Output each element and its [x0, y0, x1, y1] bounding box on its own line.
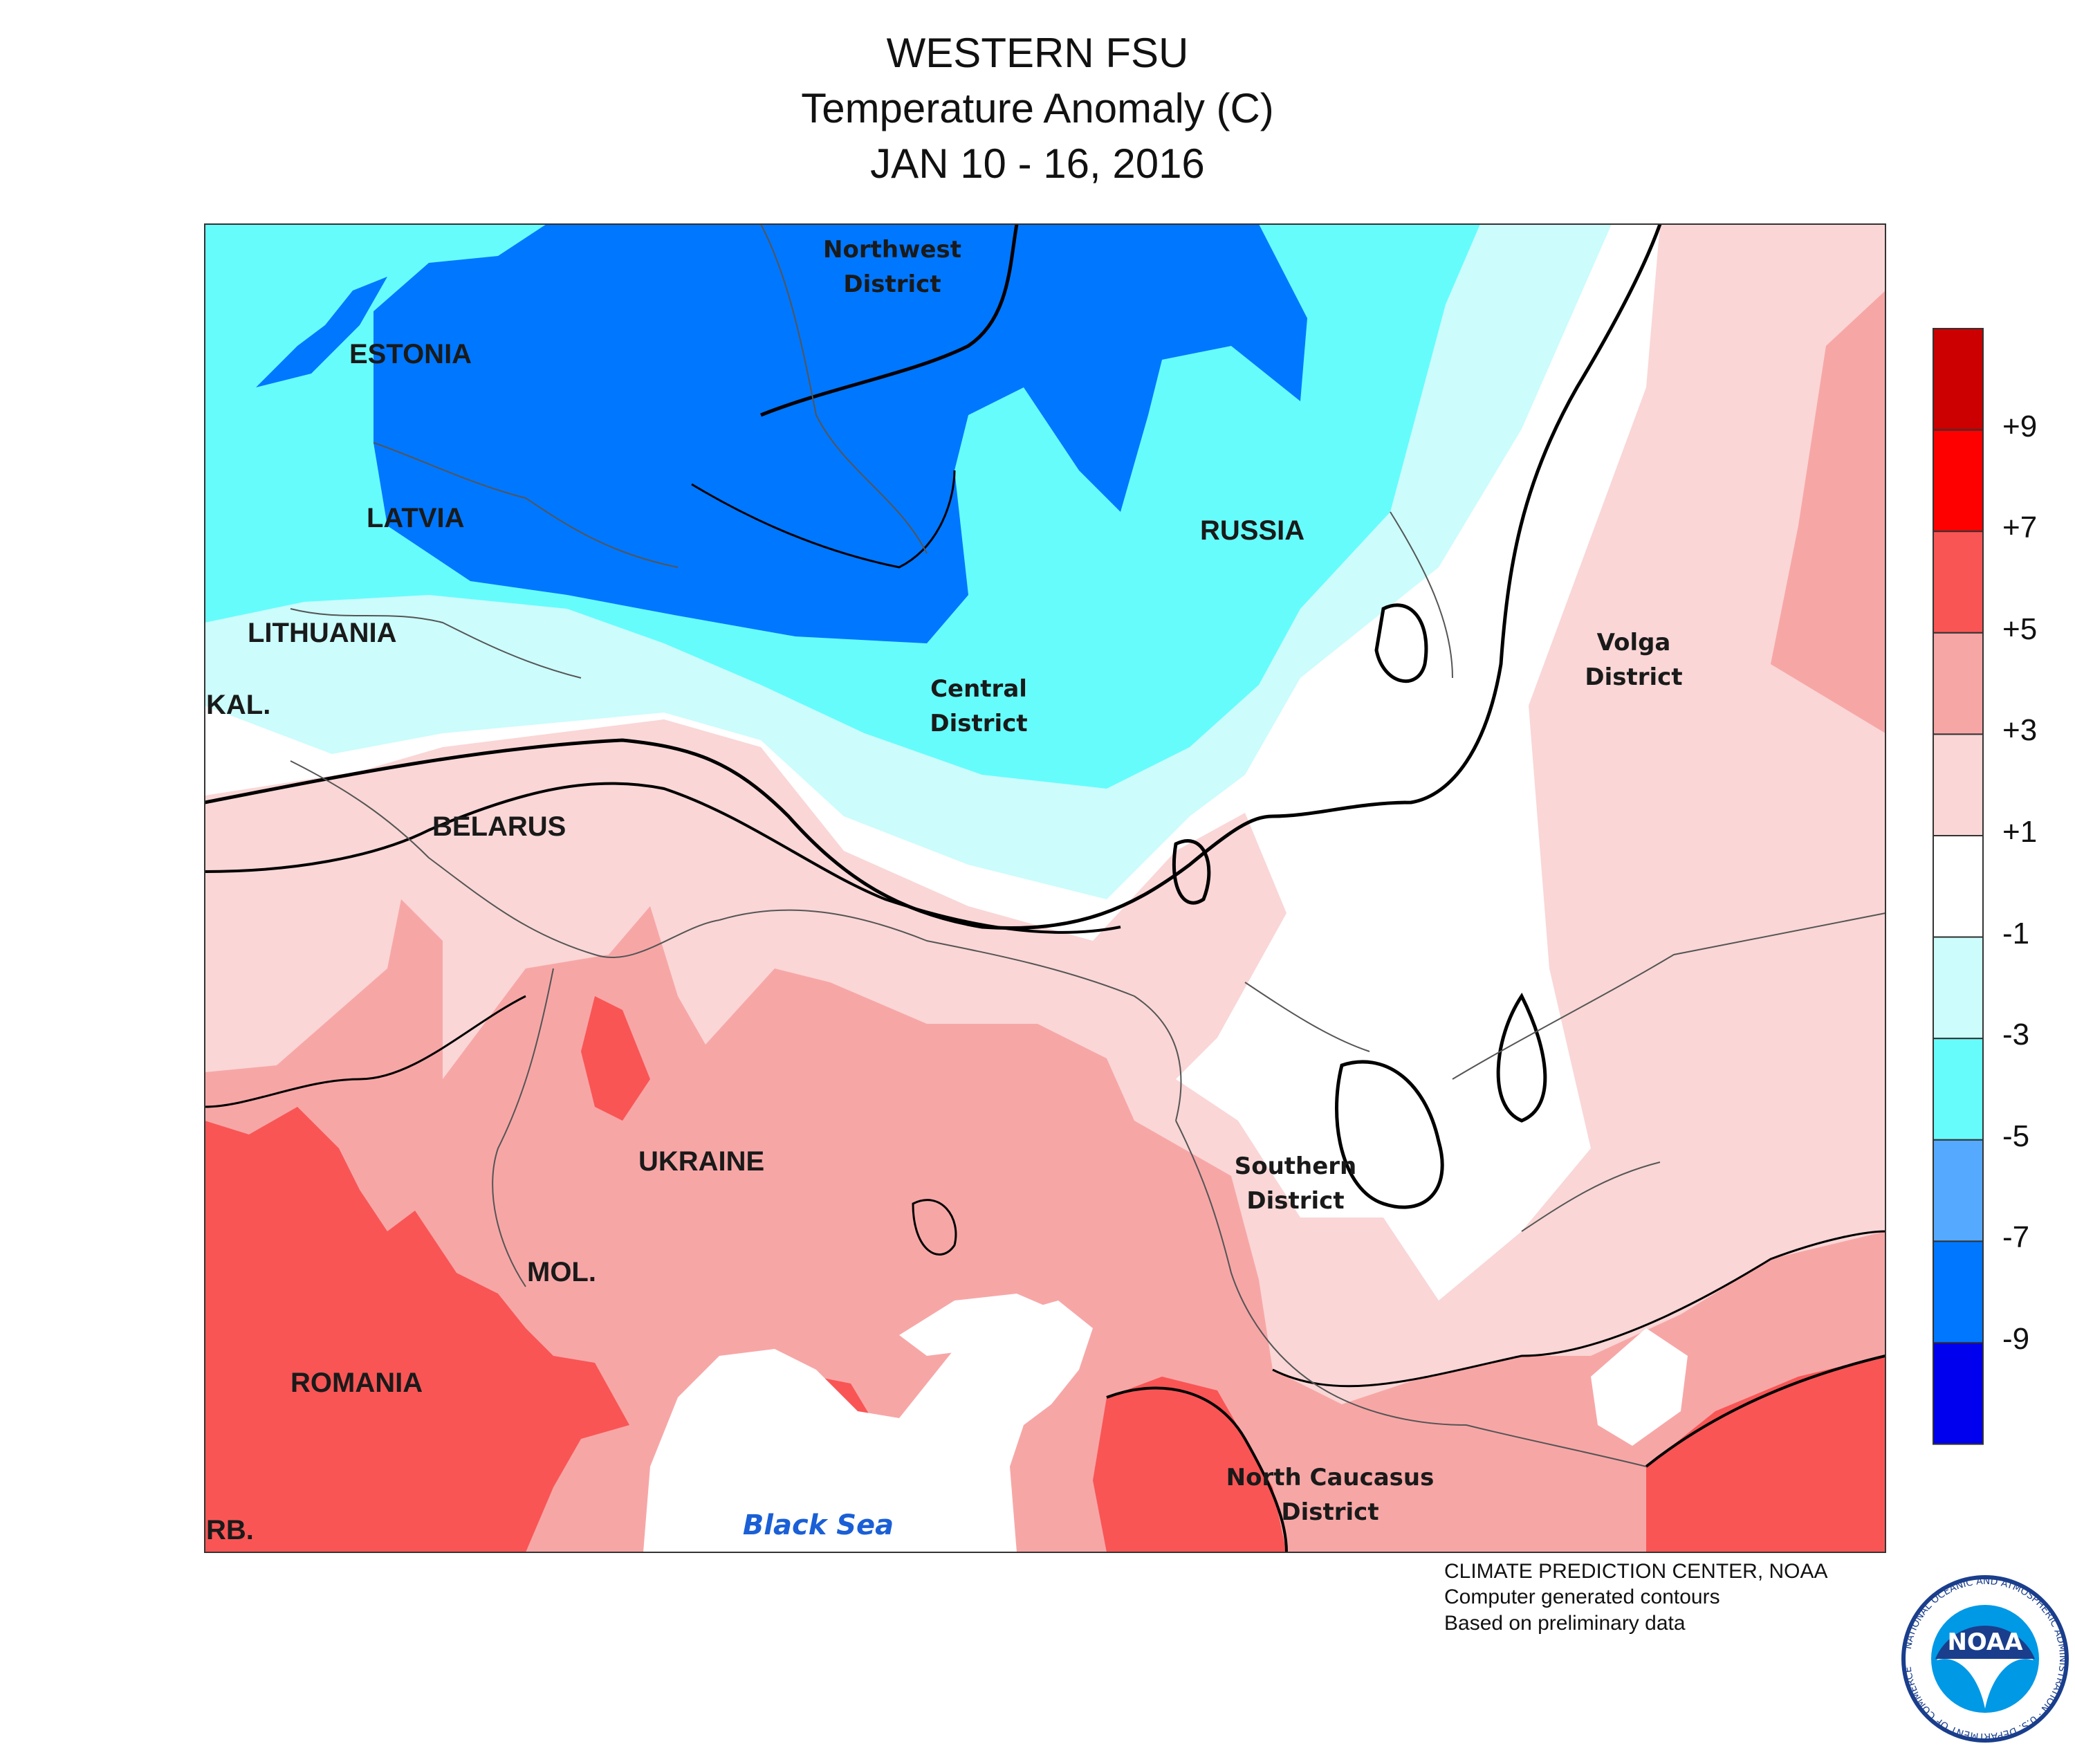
field-plus5-volga: [1771, 291, 1885, 733]
label-southern-district-1: Southern: [1235, 1152, 1357, 1180]
borders: [290, 224, 1885, 1467]
label-black-sea: Black Sea: [743, 1509, 894, 1541]
credit-line-3: Based on preliminary data: [1444, 1612, 1686, 1635]
label-lithuania: LITHUANIA: [248, 618, 397, 648]
credit-line-2: Computer generated contours: [1444, 1586, 1720, 1608]
map-frame: [204, 223, 1886, 1553]
label-latvia: LATVIA: [367, 503, 464, 533]
legend-tick-label: +7: [2002, 511, 2038, 545]
field-plus5-caucasus: [1093, 1377, 1286, 1552]
legend-swatch: [1933, 835, 1984, 938]
label-russia: RUSSIA: [1200, 515, 1304, 546]
label-romania: ROMANIA: [290, 1368, 423, 1398]
legend-swatch: [1933, 1139, 1984, 1242]
legend-swatch: [1933, 429, 1984, 533]
field-minus5-minus7: [374, 224, 1307, 643]
field-plus5-plus7: [205, 1107, 629, 1552]
label-northwest-district-1: Northwest: [823, 236, 961, 264]
field-plus5-east: [1646, 1356, 1885, 1552]
label-northwest-district-2: District: [843, 270, 941, 298]
label-estonia: ESTONIA: [349, 339, 472, 369]
anomaly-fields: [205, 224, 1885, 1552]
sea-of-azov: [899, 1294, 1065, 1356]
label-moldova: MOL.: [527, 1257, 596, 1287]
contour-lines: [205, 224, 1885, 1552]
black-sea: [643, 1301, 1093, 1552]
color-legend: [1933, 328, 1984, 1445]
label-belarus: BELARUS: [432, 811, 566, 842]
label-kaliningrad: KAL.: [206, 690, 270, 720]
label-southern-district-2: District: [1246, 1187, 1344, 1215]
noaa-logo-text: NOAA: [1947, 1628, 2023, 1656]
legend-swatch: [1933, 1240, 1984, 1344]
label-volga-district-1: Volga: [1597, 629, 1671, 656]
map-date-range: JAN 10 - 16, 2016: [870, 140, 1205, 187]
label-central-district-2: District: [930, 710, 1027, 737]
legend-tick-label: +1: [2002, 815, 2038, 849]
legend-swatch: [1933, 328, 1984, 431]
legend-swatch: [1933, 531, 1984, 634]
field-plus5-ukraine: [581, 996, 650, 1121]
legend-tick-label: -9: [2002, 1322, 2030, 1356]
label-north-caucasus-district-2: District: [1281, 1498, 1378, 1526]
legend-tick-label: +9: [2002, 409, 2038, 443]
legend-swatch: [1933, 936, 1984, 1040]
legend-tick-label: +3: [2002, 713, 2038, 748]
label-volga-district-2: District: [1585, 663, 1682, 691]
field-baltic-cold: [256, 277, 387, 387]
legend-tick-label: +5: [2002, 612, 2038, 646]
legend-swatch: [1933, 632, 1984, 735]
label-serbia: RB.: [206, 1515, 254, 1545]
legend-swatch: [1933, 733, 1984, 837]
legend-tick-label: -7: [2002, 1220, 2030, 1255]
label-north-caucasus-district-1: North Caucasus: [1226, 1464, 1435, 1491]
label-central-district-1: Central: [930, 675, 1027, 703]
noaa-logo: NOAA NATIONAL OCEANIC AND ATMOSPHERIC AD…: [1901, 1575, 2069, 1743]
credit-line-1: CLIMATE PREDICTION CENTER, NOAA: [1444, 1560, 1828, 1583]
label-ukraine: UKRAINE: [638, 1146, 764, 1177]
legend-tick-label: -5: [2002, 1119, 2030, 1153]
legend-swatch: [1933, 1342, 1984, 1445]
legend-swatch: [1933, 1038, 1984, 1141]
map-title: WESTERN FSU: [886, 30, 1189, 76]
map-subtitle: Temperature Anomaly (C): [801, 85, 1274, 131]
legend-tick-label: -3: [2002, 1018, 2030, 1052]
legend-tick-label: -1: [2002, 916, 2030, 950]
caspian-sea: [1591, 1328, 1688, 1446]
